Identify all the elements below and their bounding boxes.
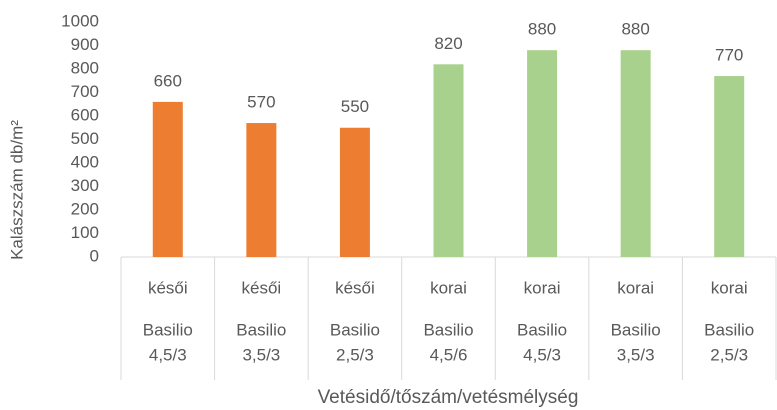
x-tick-label: Basilio (143, 320, 193, 339)
x-tick-label: késői (335, 278, 375, 297)
bar (246, 123, 277, 257)
x-tick-label: 4,5/3 (523, 345, 561, 364)
y-tick-label: 700 (71, 82, 99, 101)
x-tick-label: 3,5/3 (242, 345, 280, 364)
y-tick-label: 400 (71, 152, 99, 171)
y-tick-label: 100 (71, 223, 99, 242)
y-tick-label: 600 (71, 105, 99, 124)
x-tick-label: 4,5/3 (149, 345, 187, 364)
bar (433, 64, 464, 257)
data-label: 880 (528, 20, 556, 39)
x-axis-label: Vetésidő/tőszám/vetésmélység (318, 387, 579, 408)
data-label: 820 (434, 34, 462, 53)
x-tick-label: Basilio (236, 320, 286, 339)
y-tick-label: 200 (71, 199, 99, 218)
y-tick-label: 800 (71, 58, 99, 77)
y-tick-label: 1000 (61, 11, 99, 30)
data-label: 550 (341, 97, 369, 116)
y-tick-label: 300 (71, 176, 99, 195)
x-tick-label: 4,5/6 (430, 345, 468, 364)
x-tick-label: késői (242, 278, 282, 297)
bar (339, 127, 370, 257)
data-label: 570 (247, 93, 275, 112)
x-tick-label: korai (617, 278, 654, 297)
y-tick-label: 0 (90, 246, 99, 265)
x-tick-label: 3,5/3 (617, 345, 655, 364)
x-tick-label: korai (524, 278, 561, 297)
y-axis-label: Kalászszám db/m² (7, 120, 26, 260)
data-label: 880 (621, 20, 649, 39)
data-label: 770 (715, 46, 743, 65)
y-tick-label: 500 (71, 129, 99, 148)
x-tick-label: késői (148, 278, 188, 297)
y-tick-label: 900 (71, 35, 99, 54)
x-tick-label: Basilio (611, 320, 661, 339)
x-tick-label: Basilio (423, 320, 473, 339)
x-tick-label: korai (711, 278, 748, 297)
x-tick-label: Basilio (704, 320, 754, 339)
bar (620, 50, 651, 258)
x-tick-label: Basilio (330, 320, 380, 339)
bar (527, 50, 558, 258)
x-tick-label: Basilio (517, 320, 567, 339)
x-tick-label: 2,5/3 (710, 345, 748, 364)
x-tick-label: korai (430, 278, 467, 297)
data-label: 660 (154, 71, 182, 90)
bar (714, 76, 745, 257)
x-tick-label: 2,5/3 (336, 345, 374, 364)
bar (152, 101, 183, 258)
